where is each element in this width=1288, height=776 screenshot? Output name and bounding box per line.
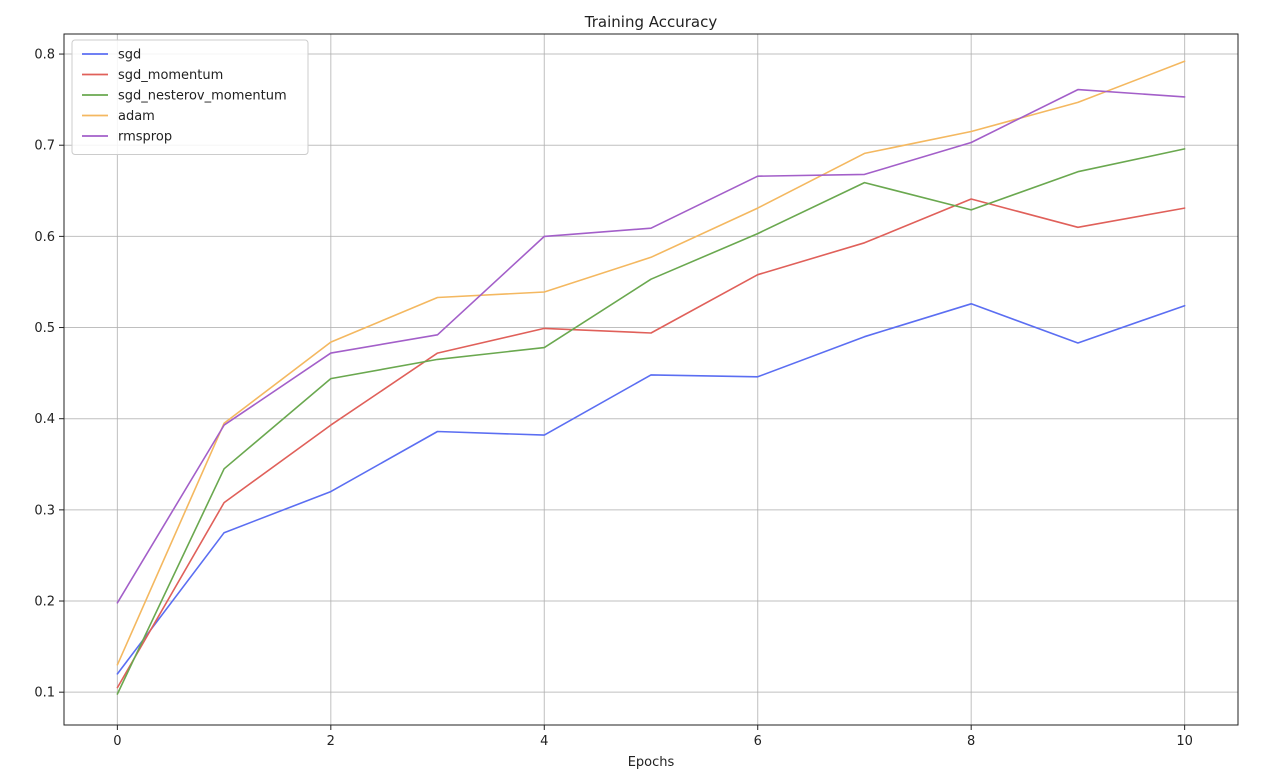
legend-label-sgd-momentum: sgd_momentum — [118, 68, 223, 83]
y-tick-label: 0.8 — [34, 48, 55, 63]
x-tick-label: 8 — [967, 734, 975, 749]
y-tick-label: 0.2 — [34, 595, 55, 610]
x-tick-label: 0 — [113, 734, 121, 749]
series-lines — [116, 60, 1186, 695]
chart-title: Training Accuracy — [584, 13, 718, 31]
axis-ticks: 0 2 4 6 8 10 0.1 0.2 0.3 0.4 0.5 0.6 0.7 0.8 — [34, 48, 1193, 749]
x-axis-label: Epochs — [628, 755, 675, 770]
legend-label-rmsprop: rmsprop — [118, 130, 172, 145]
series-line-adam — [116, 60, 1186, 666]
y-tick-label: 0.1 — [34, 686, 55, 701]
legend-box — [71, 39, 309, 155]
series-line-sgd-nesterov-momentum — [116, 148, 1186, 695]
series-line-sgd — [116, 302, 1186, 675]
x-tick-label: 2 — [327, 734, 335, 749]
series-line-sgd-momentum — [116, 198, 1186, 689]
x-tick-label: 4 — [540, 734, 548, 749]
series-line-rmsprop — [116, 88, 1186, 604]
plot-area-frame — [63, 33, 1239, 726]
y-tick-label: 0.3 — [34, 503, 55, 518]
legend-label-sgd-nesterov-momentum: sgd_nesterov_momentum — [118, 89, 287, 104]
y-tick-label: 0.7 — [34, 139, 55, 154]
y-tick-label: 0.5 — [34, 321, 55, 336]
y-tick-label: 0.4 — [34, 412, 55, 427]
y-tick-label: 0.6 — [34, 230, 55, 245]
legend-label-adam: adam — [118, 109, 155, 124]
x-tick-label: 6 — [754, 734, 762, 749]
legend: sgd sgd_momentum sgd_nesterov_momentumadam… — [71, 39, 309, 155]
legend-label-sgd: sgd — [118, 48, 141, 63]
x-tick-label: 10 — [1176, 734, 1193, 749]
